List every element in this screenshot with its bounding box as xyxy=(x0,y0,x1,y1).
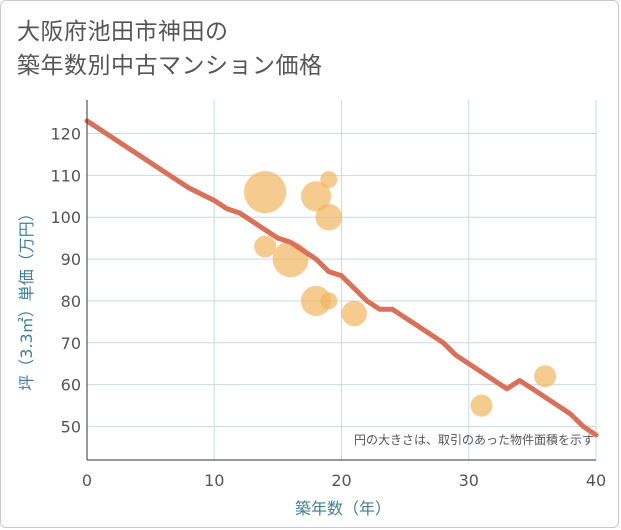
bubble-point xyxy=(300,181,332,212)
y-tick-label: 80 xyxy=(61,292,81,311)
y-tick-label: 70 xyxy=(61,334,81,353)
y-tick-label: 120 xyxy=(50,124,81,143)
y-tick-label: 50 xyxy=(61,418,81,437)
bubble-point xyxy=(470,394,493,417)
grid xyxy=(87,100,597,460)
trend-line xyxy=(84,118,599,438)
x-tick-label: 0 xyxy=(82,471,92,490)
trend-line-series xyxy=(84,118,599,438)
chart-title-line-1: 大阪府池田市神田の xyxy=(17,19,229,45)
bubble-point xyxy=(300,285,332,316)
axes xyxy=(86,100,596,461)
x-tick-label: 30 xyxy=(459,471,479,490)
tick-labels: 0 10 20 30 40 50 60 70 80 90 100 110 120 xyxy=(50,124,606,490)
bubble-point xyxy=(254,235,277,258)
bubble-point xyxy=(244,170,287,214)
bubble-point xyxy=(320,170,338,189)
y-tick-label: 90 xyxy=(61,250,81,269)
y-tick-label: 60 xyxy=(61,376,81,395)
chart-title-line-2: 築年数別中古マンション価格 xyxy=(17,53,323,79)
x-tick-label: 20 xyxy=(331,471,351,490)
bubble-point xyxy=(272,241,309,278)
y-tick-label: 110 xyxy=(50,166,81,185)
bubble-point xyxy=(320,292,338,310)
bubble-series xyxy=(244,170,557,417)
bubble-size-note: 円の大きさは、取引のあった物件面積を示す xyxy=(354,432,594,447)
chart-title: 大阪府池田市神田の 築年数別中古マンション価格 xyxy=(17,15,323,83)
bubble-point xyxy=(534,365,557,388)
x-tick-label: 40 xyxy=(586,471,606,490)
x-tick-label: 10 xyxy=(204,471,224,490)
y-axis-title: 坪（3.3㎡）単価（万円） xyxy=(17,205,36,390)
x-axis-title: 築年数（年） xyxy=(295,499,391,518)
bubble-point xyxy=(341,300,367,327)
bubble-point xyxy=(315,203,343,231)
y-tick-label: 100 xyxy=(50,208,81,227)
